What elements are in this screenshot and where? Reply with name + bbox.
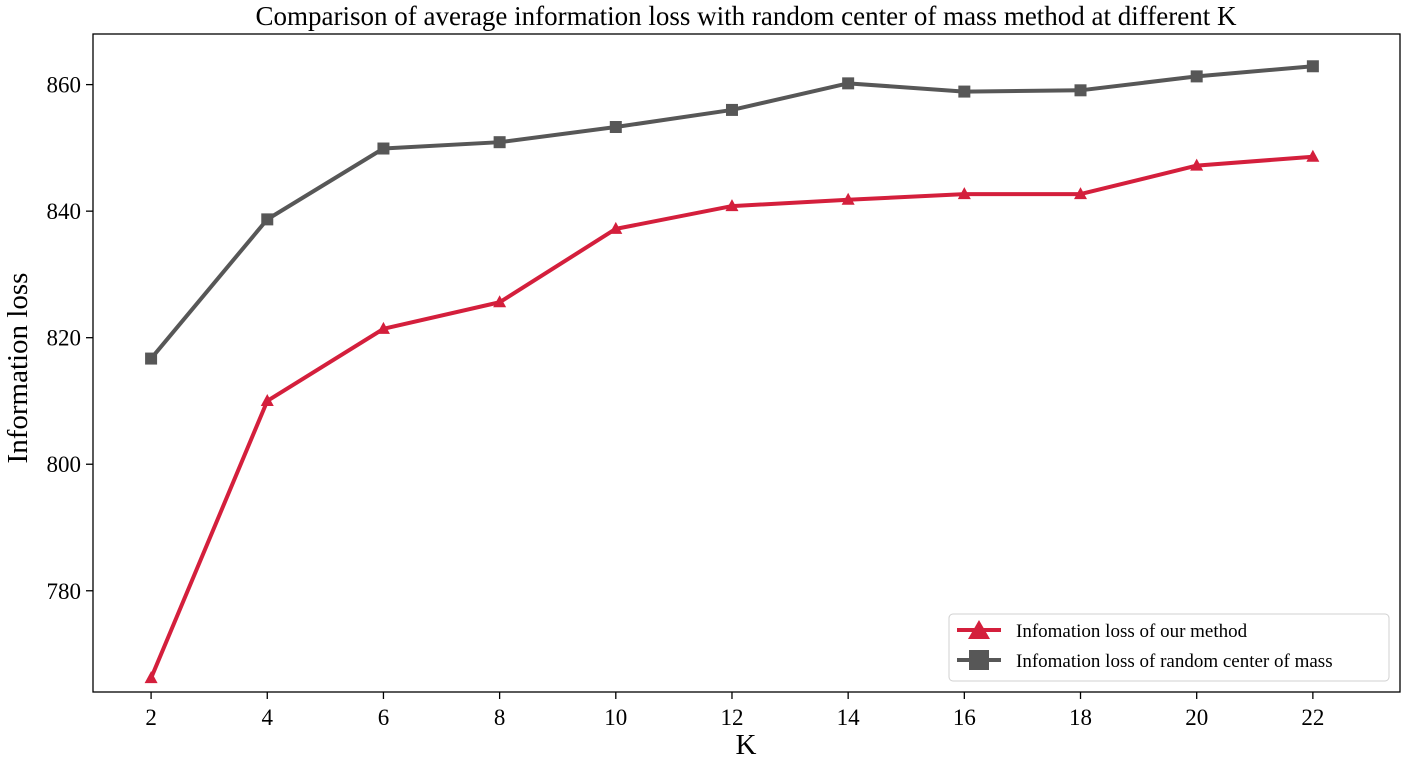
y-tick-label: 860: [47, 73, 82, 98]
x-tick-label: 16: [953, 705, 976, 730]
data-point-triangle: [376, 321, 390, 334]
data-point-square: [609, 121, 622, 134]
data-point-triangle: [1190, 158, 1204, 171]
y-tick-label: 800: [47, 452, 82, 477]
data-point-triangle: [725, 199, 739, 212]
x-tick-label: 12: [720, 705, 743, 730]
x-tick-label: 6: [378, 705, 390, 730]
data-point-triangle: [957, 187, 971, 200]
data-point-square: [261, 213, 274, 226]
x-tick-label: 20: [1185, 705, 1208, 730]
data-point-square: [493, 136, 506, 149]
data-point-square: [958, 85, 971, 98]
x-axis-ticks: 2 4 6 8 10 12 14 16 18 20 22: [145, 692, 1324, 730]
data-point-square: [1306, 60, 1319, 73]
legend-label-our-method: Infomation loss of our method: [1016, 621, 1248, 642]
series-line-triangle: [149, 154, 1314, 679]
x-axis-label: K: [736, 729, 757, 759]
legend-label-random-center: Infomation loss of random center of mass: [1016, 651, 1333, 672]
y-tick-label: 780: [47, 579, 82, 604]
y-tick-label: 820: [47, 326, 82, 351]
data-point-square: [725, 103, 738, 116]
data-point-square: [1074, 84, 1087, 97]
series-layer: [144, 60, 1320, 684]
legend-square-marker: [969, 650, 989, 670]
legend: Infomation loss of our method Infomation…: [948, 613, 1390, 682]
x-tick-label: 10: [604, 705, 627, 730]
data-point-triangle: [1074, 187, 1088, 200]
data-point-triangle: [841, 192, 855, 205]
y-axis-ticks: 780 800 820 840 860: [47, 73, 93, 604]
data-point-triangle: [144, 671, 158, 684]
x-tick-label: 18: [1069, 705, 1092, 730]
x-tick-label: 22: [1301, 705, 1324, 730]
x-tick-label: 14: [837, 705, 861, 730]
plot-area-frame: [92, 33, 1401, 693]
data-point-square: [1190, 70, 1203, 83]
data-point-triangle: [1306, 149, 1320, 162]
data-point-triangle: [493, 295, 507, 308]
data-point-square: [377, 142, 390, 155]
data-point-triangle: [609, 221, 623, 234]
x-tick-label: 4: [262, 705, 274, 730]
y-tick-label: 840: [47, 199, 82, 224]
legend-box: [948, 613, 1390, 682]
y-axis-label: Information loss: [2, 273, 34, 464]
data-point-square: [842, 77, 855, 90]
x-tick-label: 2: [145, 705, 157, 730]
data-point-triangle: [260, 393, 274, 406]
chart-title: Comparison of average information loss w…: [256, 1, 1237, 31]
data-point-square: [145, 352, 158, 365]
legend-triangle-marker: [968, 620, 990, 639]
x-tick-label: 8: [494, 705, 506, 730]
